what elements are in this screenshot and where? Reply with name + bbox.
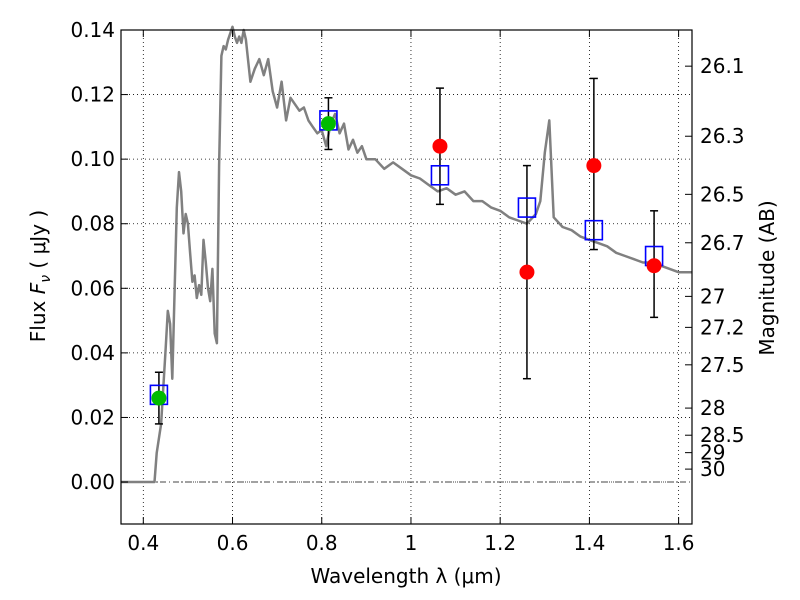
model-flux-square — [430, 164, 450, 186]
x-axis-label: Wavelength λ (μm) — [310, 564, 501, 588]
model-spectrum-layer — [121, 25, 692, 484]
right-axis-label: Magnitude (AB) — [755, 200, 779, 355]
model-flux-square — [517, 197, 537, 218]
y-tick-label: 0.00 — [70, 470, 115, 494]
y-tick-label: 0.06 — [70, 276, 115, 300]
x-tick-label: 1.6 — [663, 531, 695, 555]
plot-frame — [120, 29, 693, 525]
x-ticks: 0.4 0.6 0.8 1 1.2 1.4 1.6 — [127, 30, 695, 555]
right-tick-label: 27.5 — [700, 353, 745, 377]
right-tick-label: 26.1 — [700, 54, 745, 78]
x-tick-label: 1.4 — [573, 531, 605, 555]
observed-flux-point — [519, 264, 535, 280]
right-tick-label: 28.5 — [700, 423, 745, 447]
right-tick-label: 26.5 — [700, 182, 745, 206]
right-tick-label: 27.2 — [700, 315, 745, 339]
y-tick-label: 0.02 — [70, 405, 115, 429]
y-tick-label: 0.10 — [70, 147, 115, 171]
observed-flux-point — [646, 258, 662, 274]
x-tick-label: 1.2 — [484, 531, 516, 555]
observed-flux-point — [586, 158, 602, 174]
data-markers — [149, 110, 664, 406]
x-tick-label: 1 — [405, 531, 418, 555]
y-tick-label: 0.08 — [70, 212, 115, 236]
observed-flux-point — [432, 138, 448, 154]
right-tick-label: 28 — [700, 396, 725, 420]
model-flux-square — [584, 219, 604, 241]
y-axis-label: Flux Fν ( μJy ) — [26, 210, 54, 342]
right-tick-label: 27 — [700, 284, 725, 308]
y-ticks: 0.00 0.02 0.04 0.06 0.08 0.10 0.12 0.14 — [70, 18, 128, 494]
x-tick-label: 0.4 — [127, 531, 159, 555]
right-tick-label: 26.3 — [700, 124, 745, 148]
right-tick-label: 30 — [700, 457, 725, 481]
observed-flux-point — [151, 390, 167, 406]
x-tick-label: 0.8 — [306, 531, 338, 555]
right-tick-label: 26.7 — [700, 231, 745, 255]
y-tick-label: 0.12 — [70, 83, 115, 107]
y-tick-label: 0.04 — [70, 341, 115, 365]
right-tick-label: 29 — [700, 441, 725, 465]
y-tick-label: 0.14 — [70, 18, 115, 42]
error-bars — [154, 77, 659, 425]
observed-flux-point — [320, 116, 336, 132]
x-tick-label: 0.6 — [217, 531, 249, 555]
model-spectrum-line — [121, 25, 692, 484]
